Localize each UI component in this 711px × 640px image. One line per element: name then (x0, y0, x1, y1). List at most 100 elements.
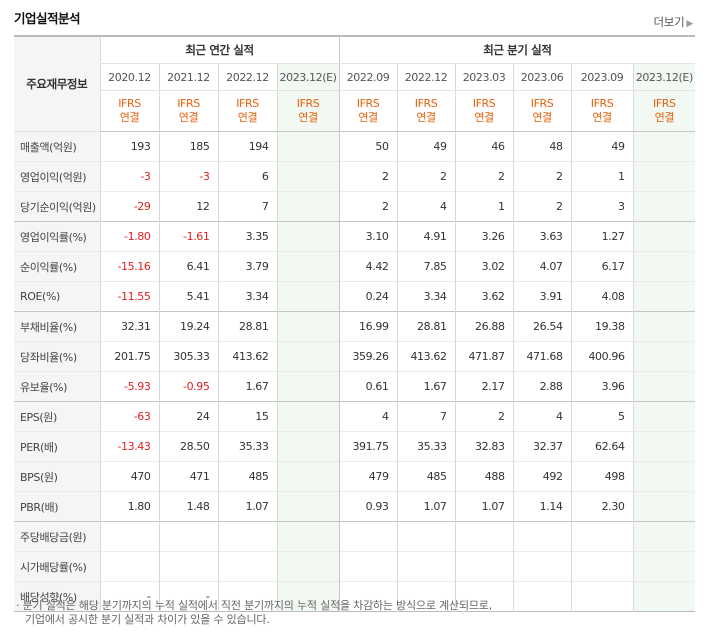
value-cell (99, 521, 159, 552)
chevron-right-icon: ▶ (686, 19, 693, 29)
ifrs-scope: 연결 (654, 111, 675, 124)
value-cell (396, 581, 456, 612)
value-cell (276, 431, 340, 462)
value-cell: 485 (396, 461, 456, 492)
value-cell (632, 401, 696, 432)
more-label[interactable]: 더보기 (653, 15, 685, 29)
footnote-line: 기업에서 공시한 분기 실적과 차이가 있을 수 있습니다. (25, 613, 270, 626)
footnote-line: · 분기 실적은 해당 분기까지의 누적 실적에서 직전 분기까지의 누적 실적… (16, 599, 493, 612)
value-cell: 1.27 (570, 221, 634, 252)
row-label: 부채비율(%) (14, 311, 100, 342)
value-cell: 16.99 (338, 311, 398, 342)
value-cell: -63 (99, 401, 159, 432)
ifrs-label: IFRS 연결 (217, 90, 277, 132)
value-cell: 488 (454, 461, 514, 492)
row-label: 순이익률(%) (14, 251, 100, 282)
ifrs-label: IFRS 연결 (158, 90, 218, 132)
value-cell: 3.34 (396, 281, 456, 312)
period-header: 2021.12 (158, 63, 218, 91)
period-header: 2022.12 (396, 63, 456, 91)
value-cell: 201.75 (99, 341, 159, 372)
ifrs-standard: IFRS (590, 97, 614, 110)
ifrs-label: IFRS 연결 (512, 90, 572, 132)
value-cell: 62.64 (570, 431, 634, 462)
value-cell (217, 581, 277, 612)
value-cell: 3.96 (570, 371, 634, 402)
value-cell (338, 521, 398, 552)
value-cell (276, 401, 340, 432)
more-link[interactable]: 더보기 ▶ (653, 14, 694, 30)
value-cell (276, 251, 340, 282)
row-label: ROE(%) (14, 281, 100, 312)
value-cell (632, 131, 696, 162)
value-cell: 3.26 (454, 221, 514, 252)
ifrs-scope: 연결 (119, 111, 140, 124)
period-header: 2023.12(E) (632, 63, 696, 91)
value-cell (632, 341, 696, 372)
value-cell: 28.81 (217, 311, 277, 342)
table-row: 당좌비율(%) 201.75 305.33 413.62 359.26 413.62 471… (14, 341, 696, 372)
ifrs-label: IFRS 연결 (99, 90, 159, 132)
value-cell: 2.88 (512, 371, 572, 402)
value-cell (276, 221, 340, 252)
value-cell: 4 (338, 401, 398, 432)
ifrs-label: IFRS 연결 (396, 90, 456, 132)
row-label: 시가배당률(%) (14, 551, 100, 582)
section-quarterly: 최근 분기 실적 (338, 35, 696, 64)
value-cell: 3.62 (454, 281, 514, 312)
value-cell (632, 191, 696, 222)
table-row: 당기순이익(억원) -29 12 7 2 4 1 2 3 (14, 191, 696, 222)
value-cell: 6.17 (570, 251, 634, 282)
value-cell (276, 581, 340, 612)
value-cell: 50 (338, 131, 398, 162)
value-cell: 32.31 (99, 311, 159, 342)
value-cell: 7 (396, 401, 456, 432)
value-cell (396, 551, 456, 582)
value-cell: 1 (454, 191, 514, 222)
footnotes: · 분기 실적은 해당 분기까지의 누적 실적에서 직전 분기까지의 누적 실적… (16, 599, 492, 627)
table-row: 매출액(억원) 193 185 194 50 49 46 48 49 (14, 131, 696, 162)
period-header: 2020.12 (99, 63, 159, 91)
value-cell: 413.62 (217, 341, 277, 372)
value-cell (512, 551, 572, 582)
value-cell (276, 491, 340, 522)
value-cell (512, 581, 572, 612)
table-row: 영업이익(억원) -3 -3 6 2 2 2 2 1 (14, 161, 696, 192)
table-row: PER(배) -13.43 28.50 35.33 391.75 35.33 32.83 32… (14, 431, 696, 462)
value-cell: -1.80 (99, 221, 159, 252)
table-row: 시가배당률(%) (14, 551, 696, 582)
value-cell (158, 521, 218, 552)
value-cell: -3 (99, 161, 159, 192)
ifrs-standard: IFRS (472, 97, 496, 110)
value-cell: 32.37 (512, 431, 572, 462)
ifrs-scope: 연결 (532, 111, 552, 124)
value-cell: -5.93 (99, 371, 159, 402)
value-cell (454, 581, 514, 612)
value-cell: 470 (99, 461, 159, 492)
table-row: 유보율(%) -5.93 -0.95 1.67 0.61 1.67 2.17 2.88 3.96 (14, 371, 696, 402)
value-cell: 3.91 (512, 281, 572, 312)
value-cell (217, 551, 277, 582)
value-cell: 1.48 (158, 491, 218, 522)
value-cell: 3 (570, 191, 634, 222)
value-cell: 1 (570, 161, 634, 192)
value-cell (570, 521, 634, 552)
value-cell: 26.88 (454, 311, 514, 342)
row-label: 유보율(%) (14, 371, 100, 402)
value-cell: 28.50 (158, 431, 218, 462)
value-cell: 7 (217, 191, 277, 222)
value-cell (276, 281, 340, 312)
ifrs-standard: IFRS (653, 97, 676, 110)
table-row: 영업이익률(%) -1.80 -1.61 3.35 3.10 4.91 3.26 3.63 1.… (14, 221, 696, 252)
table-row: 순이익률(%) -15.16 6.41 3.79 4.42 7.85 3.02 4.07 6.1… (14, 251, 696, 282)
value-cell: 19.24 (158, 311, 218, 342)
value-cell: -11.55 (99, 281, 159, 312)
section-annual: 최근 연간 실적 (99, 35, 340, 64)
ifrs-standard: IFRS (530, 97, 554, 110)
value-cell (632, 221, 696, 252)
row-label: EPS(원) (14, 401, 100, 432)
value-cell: 2.30 (570, 491, 634, 522)
value-cell: 1.07 (454, 491, 514, 522)
ifrs-scope: 연결 (416, 111, 436, 124)
value-cell (276, 311, 340, 342)
